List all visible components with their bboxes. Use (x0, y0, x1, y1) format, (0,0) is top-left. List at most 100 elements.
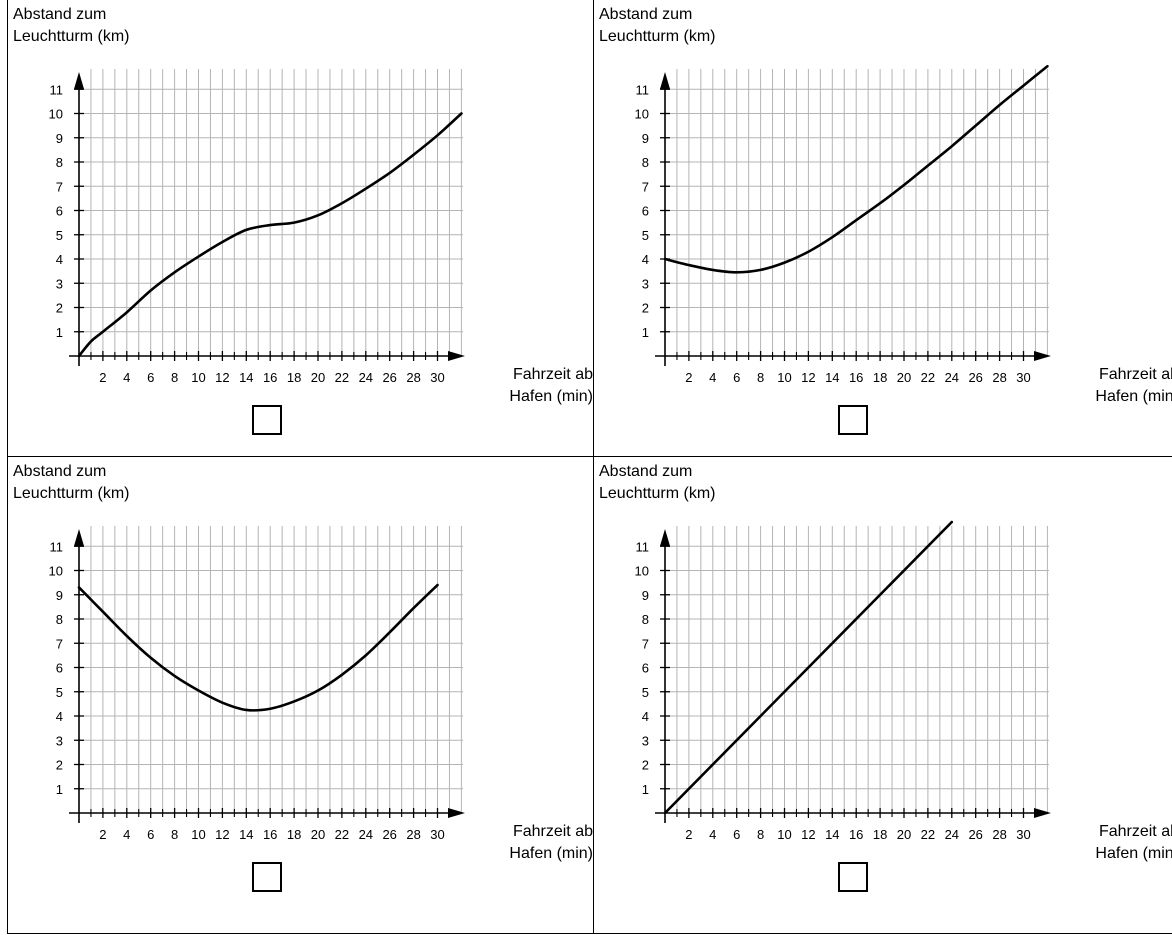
x-tick-label: 2 (685, 370, 692, 385)
x-tick-label: 10 (777, 827, 791, 842)
y-tick-label: 1 (642, 325, 649, 340)
x-axis-label: Fahrzeit ab Hafen (min) (1095, 366, 1172, 405)
panel-4: 2 4 6 8 10 12 14 16 18 20 22 24 26 28 30 1 2 3 4 5 6 7 8 9 10 11 … (593, 456, 1172, 934)
y-tick-label: 7 (56, 636, 63, 651)
answer-checkbox-4[interactable] (838, 862, 868, 892)
y-tick-label: 3 (642, 276, 649, 291)
x-tick-label: 26 (382, 370, 396, 385)
x-tick-label: 28 (992, 370, 1006, 385)
x-tick-label: 14 (239, 827, 253, 842)
y-tick-label: 7 (642, 636, 649, 651)
x-tick-label: 16 (849, 827, 863, 842)
x-tick-label: 18 (873, 370, 887, 385)
x-tick-label: 12 (215, 370, 229, 385)
y-tick-label: 3 (56, 276, 63, 291)
x-tick-label: 30 (430, 827, 444, 842)
answer-checkbox-2[interactable] (838, 405, 868, 435)
data-curve (663, 64, 1049, 274)
y-axis-arrow (74, 72, 84, 89)
grid (665, 526, 1049, 813)
y-axis-label: Abstand zum Leuchtturm (km) (13, 463, 130, 502)
x-tick-label: 4 (709, 370, 716, 385)
x-tick-label: 22 (921, 827, 935, 842)
y-axis-arrow (74, 529, 84, 546)
x-axis-label: Fahrzeit ab Hafen (min) (509, 366, 593, 405)
x-axis-label: Fahrzeit ab Hafen (min) (509, 823, 593, 862)
x-tick-label: 24 (359, 827, 373, 842)
y-tick-label: 7 (56, 179, 63, 194)
x-tick-label: 16 (849, 370, 863, 385)
x-tick-label: 6 (147, 370, 154, 385)
y-tick-label: 11 (636, 82, 650, 97)
data-curve (77, 583, 439, 712)
x-tick-label: 8 (757, 370, 764, 385)
y-tick-label: 8 (56, 155, 63, 170)
x-axis-arrow (1034, 808, 1051, 818)
y-tick-label: 1 (56, 325, 63, 340)
y-tick-label: 9 (56, 588, 63, 603)
y-tick-label: 5 (56, 228, 63, 243)
y-tick-label: 6 (56, 661, 63, 676)
x-tick-label: 10 (777, 370, 791, 385)
x-tick-label: 16 (263, 827, 277, 842)
x-tick-label: 22 (335, 827, 349, 842)
x-tick-label: 2 (685, 827, 692, 842)
y-tick-label: 4 (56, 252, 63, 267)
y-tick-label: 5 (642, 228, 649, 243)
grid (79, 69, 463, 356)
y-axis-label: Abstand zum Leuchtturm (km) (13, 6, 130, 45)
y-tick-label: 6 (56, 204, 63, 219)
x-tick-label: 30 (1016, 827, 1030, 842)
y-tick-label: 9 (642, 131, 649, 146)
data-curve (77, 112, 463, 358)
y-axis-arrow (660, 529, 670, 546)
x-tick-label: 24 (945, 370, 959, 385)
x-tick-label: 14 (825, 370, 839, 385)
y-tick-label: 8 (56, 612, 63, 627)
y-tick-label: 6 (642, 661, 649, 676)
y-tick-label: 2 (56, 758, 63, 773)
y-tick-label: 5 (642, 685, 649, 700)
x-tick-label: 6 (147, 827, 154, 842)
y-tick-label: 8 (642, 155, 649, 170)
x-tick-label: 6 (733, 370, 740, 385)
y-axis-label: Abstand zum Leuchtturm (km) (599, 463, 716, 502)
y-tick-label: 10 (635, 107, 649, 122)
y-tick-label: 1 (56, 782, 63, 797)
y-tick-label: 11 (636, 539, 650, 554)
answer-checkbox-3[interactable] (252, 862, 282, 892)
x-tick-label: 4 (123, 370, 130, 385)
x-tick-label: 24 (359, 370, 373, 385)
answer-checkbox-1[interactable] (252, 405, 282, 435)
y-tick-label: 10 (49, 107, 63, 122)
x-tick-label: 20 (311, 827, 325, 842)
x-tick-label: 28 (992, 827, 1006, 842)
x-tick-label: 22 (335, 370, 349, 385)
x-tick-label: 18 (287, 370, 301, 385)
y-tick-label: 7 (642, 179, 649, 194)
y-tick-label: 6 (642, 204, 649, 219)
x-tick-label: 12 (801, 827, 815, 842)
x-tick-label: 12 (215, 827, 229, 842)
x-tick-label: 22 (921, 370, 935, 385)
y-axis-label: Abstand zum Leuchtturm (km) (599, 6, 716, 45)
panel-3: 2 4 6 8 10 12 14 16 18 20 22 24 26 28 30 1 2 3 4 5 6 7 8 9 10 11 … (7, 456, 594, 934)
x-axis-arrow (448, 808, 465, 818)
y-tick-label: 11 (50, 82, 64, 97)
x-tick-label: 10 (191, 370, 205, 385)
x-tick-label: 26 (968, 370, 982, 385)
y-tick-label: 10 (49, 564, 63, 579)
x-tick-label: 2 (99, 370, 106, 385)
y-tick-label: 3 (56, 733, 63, 748)
y-tick-label: 2 (642, 758, 649, 773)
grid (79, 526, 463, 813)
x-tick-label: 26 (968, 827, 982, 842)
y-tick-label: 3 (642, 733, 649, 748)
x-tick-label: 20 (311, 370, 325, 385)
data-curve (663, 520, 954, 815)
y-tick-label: 5 (56, 685, 63, 700)
x-axis-arrow (1034, 351, 1051, 361)
